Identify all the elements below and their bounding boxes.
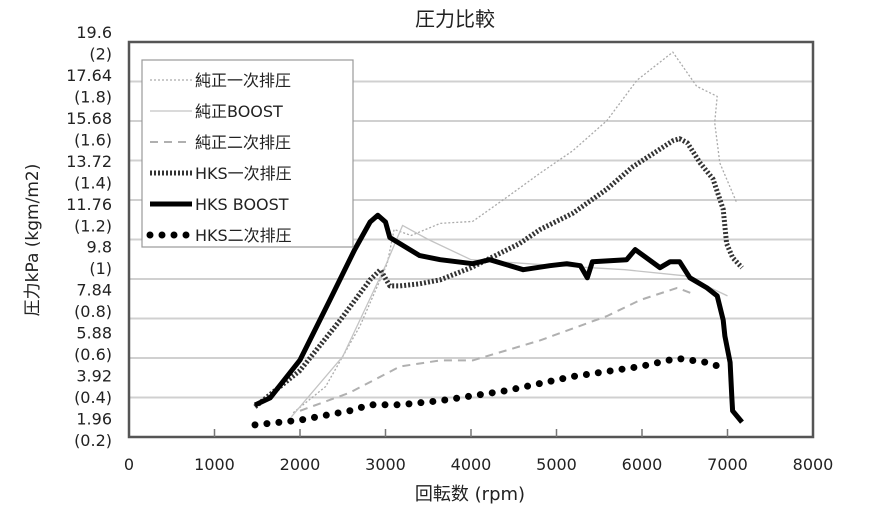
y-tick-label: 11.76: [66, 195, 112, 214]
series-line-2: [299, 286, 694, 412]
chart-title: 圧力比較: [415, 7, 495, 31]
x-axis-label: 回転数 (rpm): [415, 484, 525, 505]
legend-label: HKS BOOST: [195, 195, 289, 214]
y-tick-label: (1.6): [74, 130, 112, 149]
y-tick-label: 1.96: [76, 410, 112, 429]
y-tick-label: (0.6): [74, 345, 112, 364]
y-tick-label: (1): [89, 259, 112, 278]
series-line-0: [292, 51, 738, 414]
y-tick-label: 9.8: [87, 238, 112, 257]
y-tick-label: 7.84: [76, 281, 112, 300]
y-tick-label: 19.6: [76, 23, 112, 42]
y-tick-label: (0.8): [74, 302, 112, 321]
y-tick-label: (1.2): [74, 216, 112, 235]
y-tick-label: (1.8): [74, 87, 112, 106]
legend-label: 純正一次排圧: [195, 71, 291, 90]
series-line-1: [290, 224, 728, 418]
series-line-4: [253, 212, 744, 424]
y-tick-label: 13.72: [66, 152, 112, 171]
y-tick-label: 15.68: [66, 109, 112, 128]
legend-label: 純正BOOST: [195, 102, 283, 121]
x-tick-label: 3000: [365, 455, 406, 474]
x-tick-label: 1000: [194, 455, 235, 474]
x-tick-label: 0: [124, 455, 134, 474]
series-group: [251, 51, 744, 429]
x-tick-label: 7000: [707, 455, 748, 474]
series-line-3: [253, 136, 744, 409]
x-tick-label: 4000: [451, 455, 492, 474]
y-tick-label: 17.64: [66, 66, 112, 85]
y-tick-label: (2): [89, 44, 112, 63]
x-axis-ticks: 0 1000 2000 3000 4000 5000 6000 7000 8000: [124, 429, 833, 474]
y-tick-label: 5.88: [76, 324, 112, 343]
y-axis-label: 圧力kPa (kgm/m2): [23, 164, 43, 317]
legend-label: 純正二次排圧: [195, 133, 291, 152]
y-tick-label: (1.4): [74, 173, 112, 192]
x-tick-label: 5000: [536, 455, 577, 474]
legend-label: HKS二次排圧: [195, 226, 292, 245]
x-tick-label: 6000: [622, 455, 663, 474]
legend-label: HKS一次排圧: [195, 164, 292, 183]
x-tick-label: 8000: [793, 455, 834, 474]
x-tick-label: 2000: [280, 455, 321, 474]
y-tick-label: 3.92: [76, 367, 112, 386]
y-tick-label: (0.2): [74, 431, 112, 450]
y-tick-label: (0.4): [74, 388, 112, 407]
y-axis-ticks: 19.6 (2) 17.64 (1.8) 15.68 (1.6) 13.72 (1.4) 11.…: [66, 23, 112, 450]
series-line-5: [251, 354, 729, 429]
legend-box: [141, 59, 354, 248]
